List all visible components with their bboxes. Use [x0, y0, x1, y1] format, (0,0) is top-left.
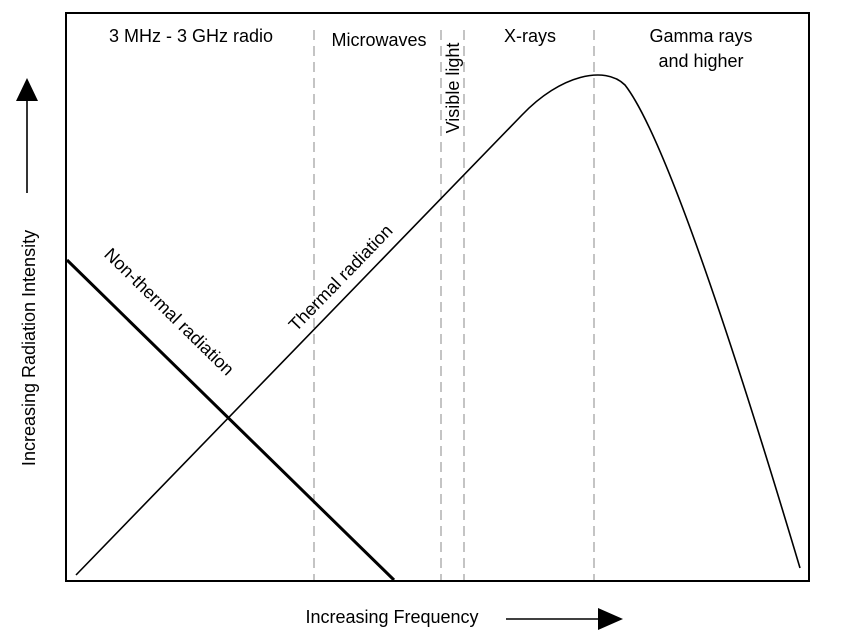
- region-label-radio: 3 MHz - 3 GHz radio: [109, 26, 273, 46]
- region-label-gamma-line1: Gamma rays: [649, 26, 752, 46]
- y-axis-label: Increasing Radiation Intensity: [19, 230, 39, 466]
- thermal-radiation-curve: [75, 74, 801, 576]
- y-axis-arrow-head-icon: [16, 78, 38, 101]
- region-dividers: [313, 30, 595, 580]
- x-axis-arrow-head-icon: [598, 608, 623, 630]
- thermal-radiation-label: Thermal radiation: [285, 221, 397, 336]
- x-axis-label: Increasing Frequency: [305, 607, 478, 627]
- non-thermal-radiation-curve: [65, 258, 396, 582]
- plot-frame: [65, 12, 810, 582]
- region-label-xrays: X-rays: [504, 26, 556, 46]
- region-label-visible-light: Visible light: [443, 43, 463, 134]
- region-label-gamma-line2: and higher: [658, 51, 743, 71]
- region-label-microwaves: Microwaves: [331, 30, 426, 50]
